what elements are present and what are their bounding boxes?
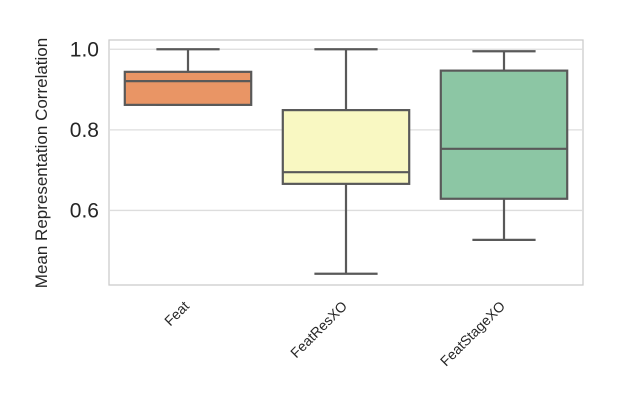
iqr-box-2 bbox=[439, 69, 569, 200]
y-tick-label-2: 1.0 bbox=[70, 38, 99, 61]
x-tick-label-2: FeatStageXO bbox=[437, 298, 508, 369]
y-tick-label-1: 0.8 bbox=[70, 119, 99, 142]
box-group-1 bbox=[281, 48, 411, 275]
y-tick-labels: 0.6 0.8 1.0 bbox=[70, 38, 99, 222]
box-group-0 bbox=[123, 48, 253, 106]
box-layer bbox=[123, 48, 569, 275]
box-group-2 bbox=[439, 50, 569, 241]
x-tick-label-0: Feat bbox=[161, 298, 192, 329]
iqr-box-0 bbox=[123, 70, 253, 106]
y-tick-label-0: 0.6 bbox=[70, 199, 99, 222]
x-tick-labels: Feat FeatResXO FeatStageXO bbox=[161, 298, 508, 369]
x-tick-label-1: FeatResXO bbox=[287, 298, 350, 361]
y-axis-title: Mean Representation Correlation bbox=[32, 38, 51, 288]
